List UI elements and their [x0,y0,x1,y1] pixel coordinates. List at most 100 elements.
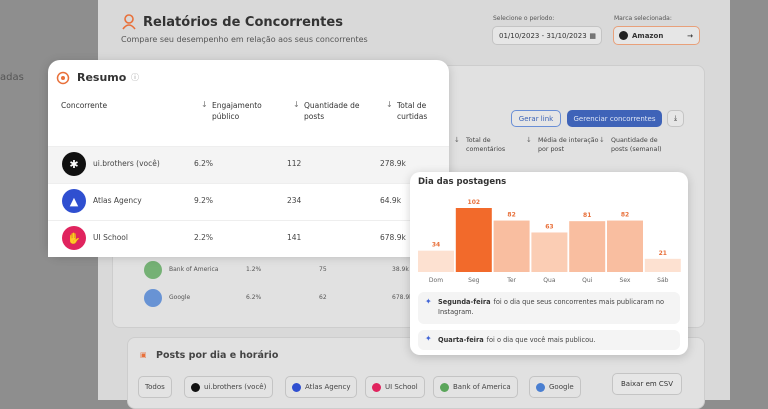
table-row [48,146,449,183]
competitor-name: Google [169,294,191,301]
download-button[interactable]: ⤓ [667,110,684,127]
sparkle-icon: ✦ [425,297,432,306]
cell-value: 112 [287,159,302,168]
column-header: Quantidade de posts [304,101,360,121]
link-button[interactable]: Gerar link [511,110,561,127]
chip-label: Todos [145,383,165,391]
chip-label: Bank of America [453,383,511,391]
page-title: Relatórios de Concorrentes [143,15,343,30]
bar [493,220,530,272]
bar [455,208,492,272]
competitor-avatar [144,261,162,279]
chip-avatar [191,382,200,392]
insight-highlight: Segunda-feira [438,298,491,306]
chip-label: Atlas Agency [305,383,351,391]
brand-picker[interactable]: Amazon → [613,26,700,45]
x-label: Qua [543,277,556,284]
chip-avatar [292,382,301,392]
posts-icon: ▣ [140,351,147,359]
summary-title: Resumo [77,71,127,84]
column-header: Quantidade de posts (semanal) [611,137,662,153]
chip-avatar [536,382,545,392]
sort-arrow: ↓ [454,136,460,144]
button-label: Gerenciar concorrentes [573,114,656,123]
x-label: Ter [506,277,516,284]
sort-arrow: ↓ [293,100,300,109]
bar-value: 82 [507,212,515,219]
posting-days-title: Dia das postagens [418,177,507,187]
cell-value: 38.9k [392,266,409,273]
x-label: Seg [468,277,480,284]
competitor-name: UI School [93,233,128,242]
chip-label: UI School [385,383,418,391]
arrow-icon: → [687,31,693,40]
cell-value: 278.9k [380,159,406,168]
competitor-name: Atlas Agency [93,196,142,205]
brand-logo [619,31,628,40]
filter-chip[interactable]: ui.brothers (você) [184,376,274,398]
column-header: Engajamento público [212,101,262,121]
table-row [48,183,449,220]
competitor-avatar [144,289,162,307]
bar [569,221,606,272]
cell-value: 234 [287,196,302,205]
column-header: Média de interação por post [538,137,599,153]
cell-value: 75 [319,266,327,273]
competitor-avatar: ✱ [62,152,86,176]
cell-value: 6.2% [246,294,262,301]
cell-value: 9.2% [194,196,214,205]
filter-chip[interactable]: Todos [138,376,172,398]
competitor-name: ui.brothers (você) [93,159,160,168]
posting-days-card: Dia das postagens 34 Dom 102 Seg 82 Ter 63 Qua 8… [410,172,688,355]
insight-text: foi o dia que seus concorrentes mais pub… [438,298,665,316]
title-icon [122,14,136,30]
summary-icon [56,71,70,85]
cell-value: 1.2% [246,266,262,273]
download-label: Baixar em CSV [621,380,674,388]
filter-chip[interactable]: Google [529,376,581,398]
bar-value: 102 [468,199,481,206]
period-picker[interactable]: 01/10/2023 - 31/10/2023 ▦ [492,26,602,45]
sort-arrow: ↓ [526,136,532,144]
brand-value: Amazon [632,31,664,40]
insight-text: foi o dia que você mais publicou. [486,336,596,344]
filter-chip[interactable]: Bank of America [433,376,518,398]
column-header: Concorrente [61,101,108,110]
bar [531,232,568,272]
bar-value: 21 [659,250,667,257]
table-row [48,220,449,257]
brand-label: Marca selecionada: [614,15,672,22]
competitor-name: Bank of America [169,266,219,273]
filter-chip[interactable]: Atlas Agency [285,376,358,398]
posts-title: Posts por dia e horário [156,350,279,361]
chip-avatar [372,382,381,392]
info-icon: ⓘ [131,73,139,82]
sort-arrow: ↓ [386,100,393,109]
cell-value: 141 [287,233,302,242]
chip-avatar [440,382,449,392]
period-label: Selecione o período: [493,15,555,22]
bar-chart: 34 Dom 102 Seg 82 Ter 63 Qua 81 Qui 82 Sex 21 Sáb [418,199,681,284]
x-label: Dom [429,277,443,284]
csv-button[interactable]: Baixar em CSV [612,373,682,395]
page-subtitle: Compare seu desempenho em relação aos se… [121,35,368,44]
chip-label: Google [549,383,574,391]
insight-highlight: Quarta-feira [438,336,484,344]
bar-value: 82 [621,212,629,219]
column-header: Total de curtidas [397,101,428,121]
sparkle-icon: ✦ [425,334,432,343]
bar-value: 63 [545,223,553,230]
manage-button[interactable]: Gerenciar concorrentes [567,110,662,127]
x-label: Qui [582,277,593,284]
filter-chip[interactable]: UI School [365,376,425,398]
chip-label: ui.brothers (você) [204,383,267,391]
competitor-avatar: ✋ [62,226,86,250]
sort-arrow: ↓ [201,100,208,109]
cell-value: 64.9k [380,196,402,205]
bar-value: 34 [432,242,440,249]
summary-card: Resumo ⓘ Concorrente ↓ Engajamento público… [48,60,449,257]
bar [418,250,454,272]
x-label: Sex [620,277,631,284]
x-label: Sáb [657,277,668,284]
bar-value: 81 [583,212,591,219]
